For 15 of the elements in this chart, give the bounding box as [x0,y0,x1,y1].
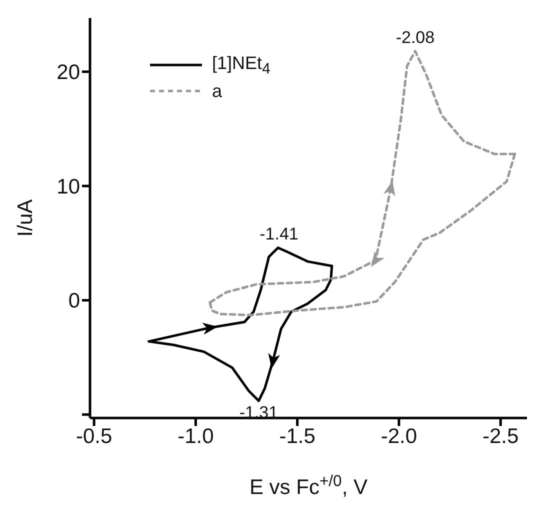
annotation: -1.31 [239,402,278,422]
x-tick-label: -2.0 [380,424,418,448]
x-tick-label: -0.5 [76,424,112,448]
x-axis-title: E vs Fc$^{+/0}$, V [249,472,368,499]
y-tick-label: 10 [56,175,80,198]
y-tick-label: 20 [56,61,80,84]
x-tick-label: -2.5 [482,424,519,448]
y-tick-label: 0 [68,290,80,313]
y-axis-title: I/uA [14,199,37,237]
x-tick-label: -1.5 [279,424,316,448]
annotation: -2.08 [396,28,435,48]
legend-label: [1]NEt$_{4}$ [212,52,270,78]
annotation: -1.41 [260,224,298,244]
legend-label: a [212,80,222,102]
x-tick-label: -1.0 [178,424,214,448]
